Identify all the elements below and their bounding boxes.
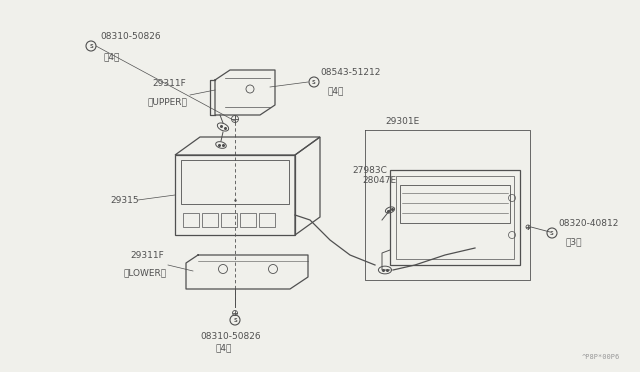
Text: （4）: （4）	[104, 52, 120, 61]
Bar	[400, 185, 510, 223]
Text: （UPPER）: （UPPER）	[148, 97, 188, 106]
Text: 08310-50826: 08310-50826	[100, 32, 161, 41]
Bar	[259, 213, 275, 227]
Text: （LOWER）: （LOWER）	[124, 268, 167, 277]
Bar	[221, 213, 237, 227]
Text: 08310-50826: 08310-50826	[200, 332, 260, 341]
Text: （4）: （4）	[328, 86, 344, 95]
Text: 29311F: 29311F	[130, 251, 164, 260]
Text: 08543-51212: 08543-51212	[320, 68, 380, 77]
Text: 28047E: 28047E	[362, 176, 396, 185]
Text: 29315: 29315	[110, 196, 139, 205]
Text: 29311F: 29311F	[152, 79, 186, 88]
Bar	[240, 213, 256, 227]
Bar	[390, 170, 520, 265]
Bar	[202, 213, 218, 227]
Bar	[396, 176, 514, 259]
Bar	[181, 160, 289, 204]
Text: S: S	[550, 231, 554, 235]
Text: （3）: （3）	[566, 237, 582, 246]
Text: 29301E: 29301E	[385, 117, 419, 126]
Text: 27983C: 27983C	[352, 166, 387, 175]
Text: S: S	[89, 44, 93, 48]
Text: （4）: （4）	[215, 343, 232, 352]
Text: 08320-40812: 08320-40812	[558, 219, 618, 228]
Bar	[183, 213, 199, 227]
Text: S: S	[312, 80, 316, 84]
Text: ^P8P*00P6: ^P8P*00P6	[582, 354, 620, 360]
Text: S: S	[233, 317, 237, 323]
